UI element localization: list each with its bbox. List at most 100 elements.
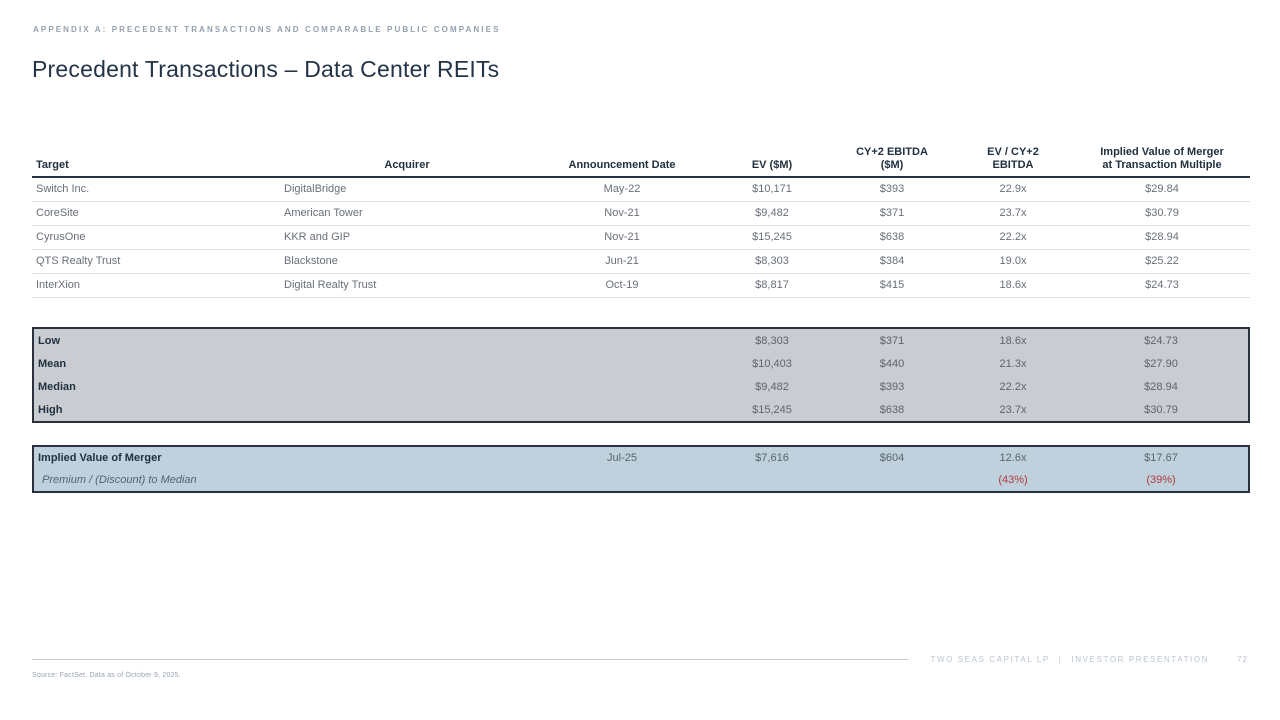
premium-implied: (39%)	[1146, 474, 1176, 486]
footer-company-name: TWO SEAS CAPITAL LP	[930, 655, 1050, 664]
implied-multiple: 12.6x	[999, 452, 1027, 464]
footer-pipe-divider: |	[1058, 655, 1063, 664]
summary-implied: $27.90	[1144, 357, 1178, 370]
summary-multiple: 23.7x	[999, 403, 1027, 416]
cell-implied: $25.22	[1074, 249, 1250, 274]
cell-multiple: 23.7x	[952, 201, 1074, 226]
premium-discount-label: Premium / (Discount) to Median	[42, 474, 197, 486]
summary-multiple: 21.3x	[999, 357, 1027, 370]
cell-ev: $10,171	[712, 177, 832, 202]
cell-target: InterXion	[32, 273, 282, 298]
cell-target: QTS Realty Trust	[32, 249, 282, 274]
implied-ev: $7,616	[755, 452, 789, 464]
implied-date: Jul-25	[607, 452, 637, 464]
col-header-cy2-ebitda: CY+2 EBITDA ($M)	[832, 146, 952, 178]
page-number: 72	[1237, 655, 1248, 664]
summary-ev: $8,303	[755, 334, 789, 347]
col-header-implied-value-line2: at Transaction Multiple	[1102, 159, 1222, 171]
table-row: CyrusOne KKR and GIP Nov-21 $15,245 $638…	[32, 225, 1250, 250]
cell-multiple: 22.9x	[952, 177, 1074, 202]
footer-divider-line	[32, 659, 909, 660]
cell-date: May-22	[532, 177, 712, 202]
col-header-cy2-ebitda-line2: ($M)	[880, 159, 904, 171]
cell-ev: $9,482	[712, 201, 832, 226]
slide-footer: TWO SEAS CAPITAL LP | INVESTOR PRESENTATIO…	[32, 655, 1250, 664]
summary-ebitda: $393	[879, 380, 905, 393]
implied-value-label: Implied Value of Merger	[38, 452, 162, 464]
summary-label: Mean	[38, 357, 67, 370]
cell-acquirer: American Tower	[282, 201, 532, 226]
summary-label: Low	[38, 334, 60, 347]
cell-acquirer: Digital Realty Trust	[282, 273, 532, 298]
footer-branding: TWO SEAS CAPITAL LP | INVESTOR PRESENTATIO…	[930, 655, 1209, 664]
cell-target: Switch Inc.	[32, 177, 282, 202]
cell-target: CoreSite	[32, 201, 282, 226]
implied-value-row: Implied Value of Merger Jul-25 $7,616 $6…	[34, 447, 1248, 469]
summary-implied: $28.94	[1144, 380, 1178, 393]
table-row: CoreSite American Tower Nov-21 $9,482 $3…	[32, 201, 1250, 226]
col-header-implied-value-line1: Implied Value of Merger	[1100, 146, 1224, 158]
cell-multiple: 22.2x	[952, 225, 1074, 250]
col-header-target: Target	[32, 146, 282, 178]
premium-discount-row: Premium / (Discount) to Median (43%) (39…	[34, 469, 1248, 491]
summary-multiple: 18.6x	[999, 334, 1027, 347]
summary-statistics-box: Low $8,303 $371 18.6x $24.73 Mean $10,40…	[32, 327, 1250, 423]
summary-row: Low $8,303 $371 18.6x $24.73	[34, 329, 1248, 352]
summary-implied: $24.73	[1144, 334, 1178, 347]
cell-ebitda: $415	[832, 273, 952, 298]
slide-kicker: APPENDIX A: PRECEDENT TRANSACTIONS AND C…	[33, 25, 501, 34]
cell-ev: $8,817	[712, 273, 832, 298]
cell-acquirer: Blackstone	[282, 249, 532, 274]
cell-multiple: 19.0x	[952, 249, 1074, 274]
cell-ev: $8,303	[712, 249, 832, 274]
cell-target: CyrusOne	[32, 225, 282, 250]
cell-ebitda: $371	[832, 201, 952, 226]
source-note: Source: FactSet. Data as of October 9, 2…	[32, 672, 181, 679]
cell-date: Nov-21	[532, 225, 712, 250]
cell-implied: $28.94	[1074, 225, 1250, 250]
summary-ev: $9,482	[755, 380, 789, 393]
cell-ebitda: $384	[832, 249, 952, 274]
summary-ebitda: $440	[879, 357, 905, 370]
cell-multiple: 18.6x	[952, 273, 1074, 298]
col-header-acquirer: Acquirer	[282, 146, 532, 178]
cell-ebitda: $638	[832, 225, 952, 250]
cell-implied: $29.84	[1074, 177, 1250, 202]
col-header-implied-value: Implied Value of Merger at Transaction M…	[1074, 146, 1250, 178]
summary-ebitda: $371	[879, 334, 905, 347]
summary-label: High	[38, 403, 63, 416]
table-row: InterXion Digital Realty Trust Oct-19 $8…	[32, 273, 1250, 298]
cell-implied: $30.79	[1074, 201, 1250, 226]
cell-ev: $15,245	[712, 225, 832, 250]
table-row: QTS Realty Trust Blackstone Jun-21 $8,30…	[32, 249, 1250, 274]
implied-ebitda: $604	[879, 452, 905, 464]
summary-row: Mean $10,403 $440 21.3x $27.90	[34, 352, 1248, 375]
cell-acquirer: DigitalBridge	[282, 177, 532, 202]
table-header-row: Target Acquirer Announcement Date EV ($M…	[32, 146, 1250, 178]
summary-label: Median	[38, 380, 76, 393]
summary-ev: $10,403	[752, 357, 792, 370]
cell-ebitda: $393	[832, 177, 952, 202]
summary-ev: $15,245	[752, 403, 792, 416]
implied-value-box: Implied Value of Merger Jul-25 $7,616 $6…	[32, 445, 1250, 493]
cell-acquirer: KKR and GIP	[282, 225, 532, 250]
col-header-ev-cy2-ebitda-line2: EBITDA	[992, 159, 1034, 171]
col-header-ev-cy2-ebitda: EV / CY+2 EBITDA	[952, 146, 1074, 178]
summary-row: Median $9,482 $393 22.2x $28.94	[34, 375, 1248, 398]
table-row: Switch Inc. DigitalBridge May-22 $10,171…	[32, 177, 1250, 202]
col-header-announcement-date: Announcement Date	[532, 146, 712, 178]
cell-date: Oct-19	[532, 273, 712, 298]
summary-multiple: 22.2x	[999, 380, 1027, 393]
footer-doc-type: INVESTOR PRESENTATION	[1071, 655, 1210, 664]
col-header-ev: EV ($M)	[712, 146, 832, 178]
summary-row: High $15,245 $638 23.7x $30.79	[34, 398, 1248, 421]
summary-ebitda: $638	[879, 403, 905, 416]
implied-implied: $17.67	[1144, 452, 1178, 464]
cell-date: Jun-21	[532, 249, 712, 274]
premium-multiple: (43%)	[998, 474, 1028, 486]
col-header-ev-cy2-ebitda-line1: EV / CY+2	[987, 146, 1039, 158]
cell-date: Nov-21	[532, 201, 712, 226]
col-header-cy2-ebitda-line1: CY+2 EBITDA	[856, 146, 928, 158]
summary-implied: $30.79	[1144, 403, 1178, 416]
precedent-transactions-table: Target Acquirer Announcement Date EV ($M…	[32, 146, 1250, 298]
